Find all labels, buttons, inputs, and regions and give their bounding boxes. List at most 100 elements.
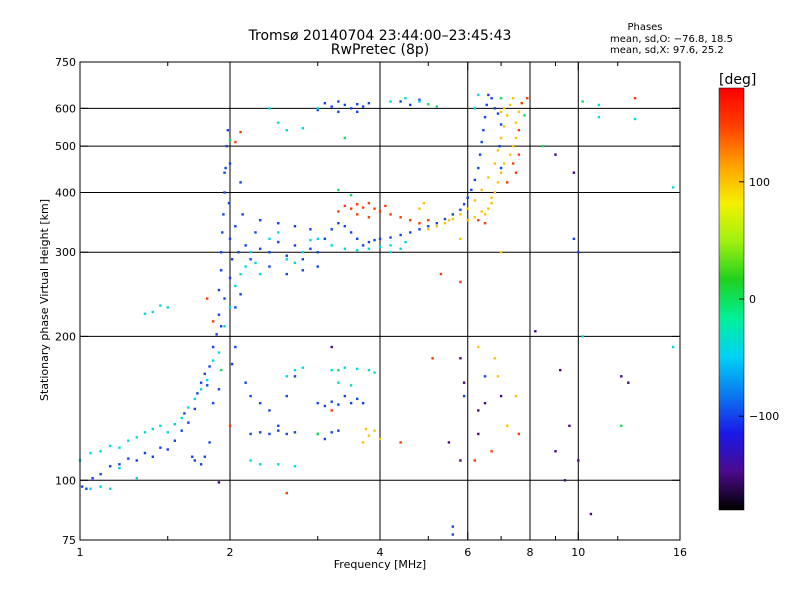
data-point [482, 128, 485, 132]
data-point [259, 272, 262, 276]
data-point [526, 96, 529, 100]
data-point [223, 325, 226, 328]
data-point [399, 441, 402, 444]
data-point [293, 225, 297, 228]
data-point [330, 345, 333, 349]
data-point [477, 409, 480, 412]
data-point [459, 280, 462, 284]
data-point [447, 219, 451, 222]
data-point [259, 463, 262, 466]
data-point [323, 101, 327, 105]
data-point [227, 201, 231, 205]
data-point [473, 107, 477, 110]
data-point [447, 441, 451, 444]
data-point [367, 247, 371, 250]
data-point [627, 381, 630, 384]
data-point [378, 437, 382, 441]
data-point [239, 130, 242, 134]
data-point [309, 238, 312, 242]
x-tick-label: 6 [464, 546, 471, 559]
data-point [309, 228, 312, 231]
data-point [254, 261, 257, 265]
data-point [581, 335, 584, 338]
data-point [493, 162, 497, 165]
data-point [230, 258, 234, 261]
data-point [355, 203, 359, 206]
data-point [219, 251, 223, 254]
data-point [151, 455, 155, 458]
data-point [193, 407, 197, 411]
data-point [409, 219, 412, 222]
data-point [225, 144, 228, 148]
data-point [330, 228, 333, 231]
data-point [483, 115, 487, 119]
x-tick-label: 16 [673, 546, 687, 559]
data-point [389, 236, 392, 239]
data-point [211, 359, 215, 362]
data-point [514, 171, 518, 174]
data-point [219, 269, 223, 272]
data-point [173, 423, 177, 426]
data-point [285, 432, 288, 436]
data-point [418, 100, 421, 103]
data-point [361, 206, 365, 209]
data-point [343, 225, 347, 228]
data-point [517, 110, 521, 114]
data-point [505, 181, 509, 184]
data-point [203, 455, 206, 458]
data-point [285, 375, 288, 378]
data-point [337, 222, 340, 225]
data-point [443, 217, 447, 221]
data-point [343, 136, 347, 140]
data-point [389, 244, 392, 247]
data-point [514, 136, 518, 140]
data-point [361, 105, 365, 108]
data-point [409, 231, 412, 234]
data-point [217, 388, 221, 391]
data-point [502, 107, 506, 110]
data-point [268, 265, 271, 268]
data-point [671, 186, 675, 189]
data-point [234, 140, 237, 144]
data-point [277, 424, 280, 428]
data-point [470, 188, 473, 192]
data-point [563, 479, 567, 482]
data-point [349, 231, 353, 234]
data-point [483, 222, 487, 225]
data-point [135, 477, 138, 480]
data-point [330, 368, 333, 372]
data-point [217, 481, 221, 484]
data-point [534, 330, 537, 333]
x-tick-label: 2 [227, 546, 234, 559]
data-point [330, 409, 333, 412]
data-point [367, 434, 371, 437]
data-point [462, 203, 466, 206]
data-point [473, 216, 477, 219]
data-point [427, 219, 430, 222]
data-point [459, 237, 462, 241]
stats-heading: Phases [627, 22, 662, 33]
data-point [493, 357, 497, 360]
data-point [422, 201, 426, 205]
chart-subtitle: RwPretec (8p) [331, 42, 429, 58]
data-point [187, 406, 190, 409]
data-point [577, 459, 580, 462]
data-point [337, 188, 340, 192]
data-point [228, 424, 232, 428]
data-point [399, 100, 402, 103]
data-point [215, 333, 218, 336]
data-point [349, 401, 353, 405]
data-point [91, 477, 94, 480]
data-point [316, 251, 319, 254]
data-point [633, 117, 637, 121]
data-point [364, 427, 368, 431]
data-point [480, 140, 483, 144]
data-point [541, 144, 545, 148]
data-point [499, 171, 503, 174]
data-point [135, 436, 138, 439]
data-point [459, 208, 462, 212]
data-point [205, 378, 209, 382]
colorbar: [deg] 100 0 −100 [718, 72, 779, 511]
data-point [435, 105, 438, 108]
data-point [127, 439, 130, 442]
